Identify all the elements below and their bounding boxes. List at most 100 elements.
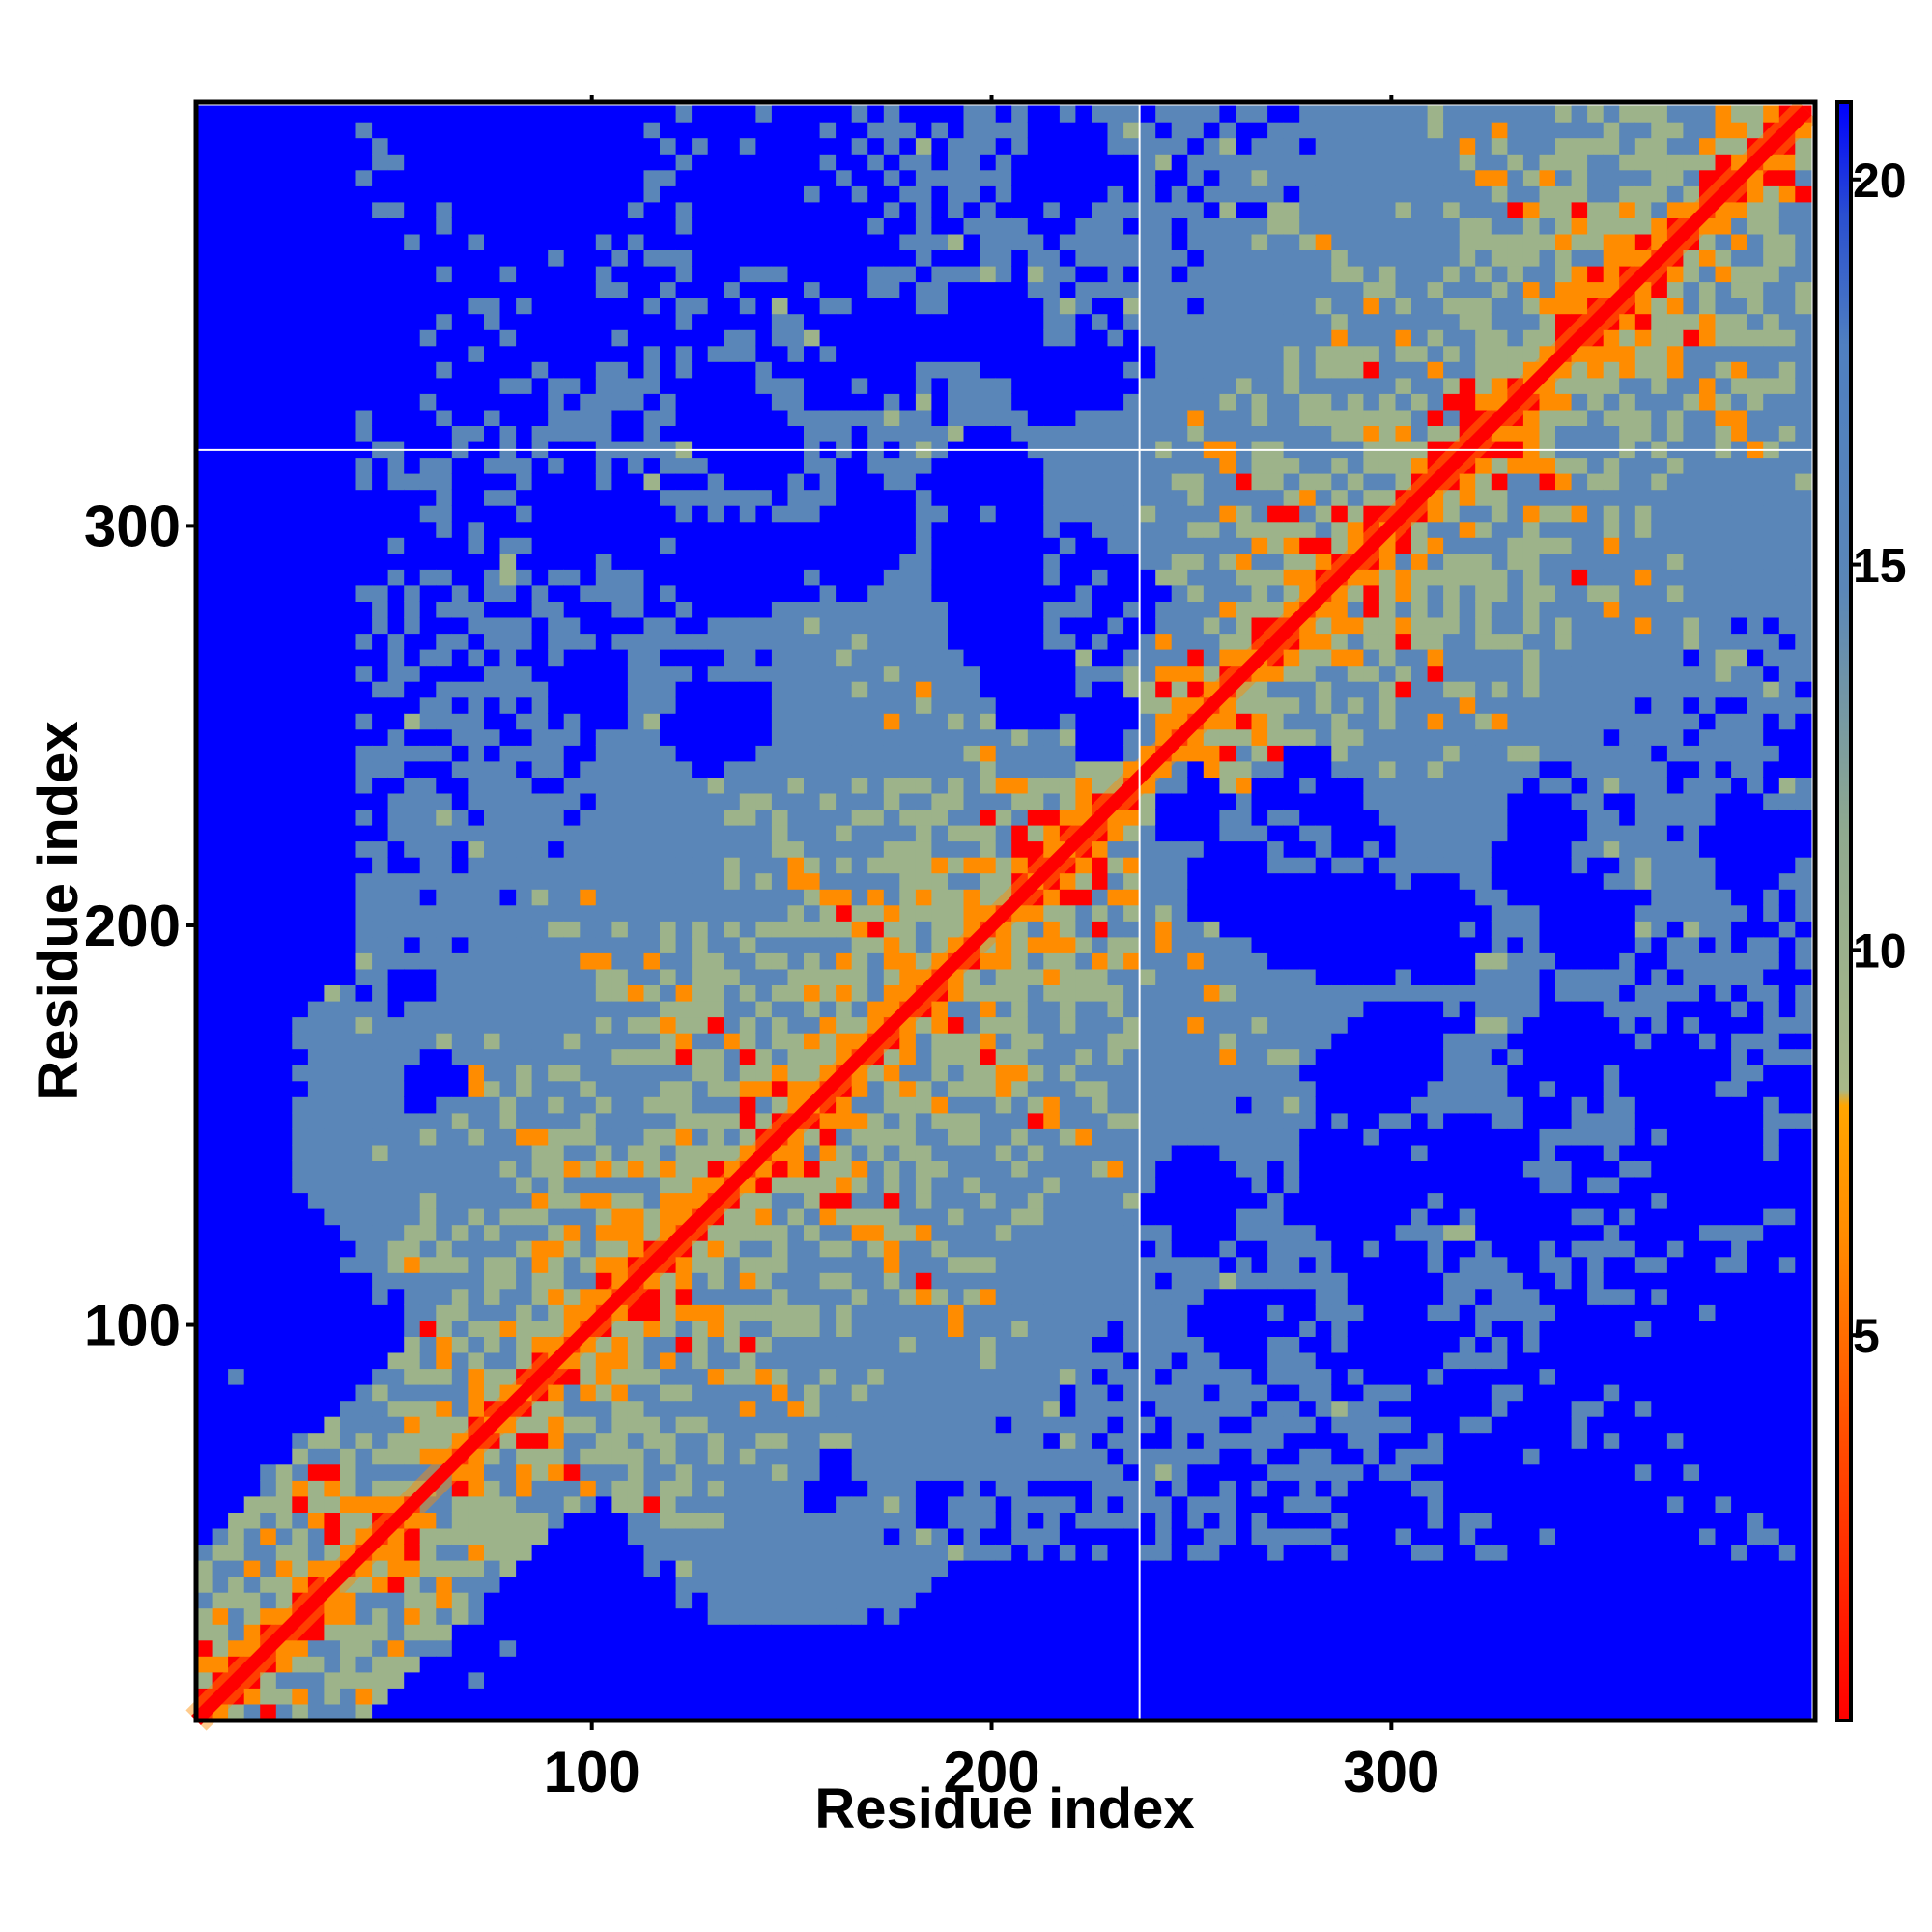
heatmap-cell <box>451 1688 469 1705</box>
heatmap-cell <box>228 1544 245 1561</box>
heatmap-cell <box>436 169 453 186</box>
heatmap-cell <box>275 1400 293 1417</box>
heatmap-cell <box>660 1624 677 1641</box>
heatmap-cell <box>243 665 261 682</box>
heatmap-cell <box>787 265 805 283</box>
heatmap-cell <box>499 1080 517 1097</box>
heatmap-cell <box>931 616 949 635</box>
heatmap-cell <box>451 265 469 283</box>
heatmap-cell <box>499 1320 517 1337</box>
heatmap-cell <box>627 1016 645 1034</box>
heatmap-cell <box>563 457 581 474</box>
heatmap-cell <box>867 1384 885 1402</box>
heatmap-cell <box>324 233 341 250</box>
heatmap-cell <box>243 345 261 362</box>
heatmap-cell <box>692 201 709 218</box>
heatmap-cell <box>739 137 756 155</box>
heatmap-cell <box>563 425 581 442</box>
heatmap-cell <box>804 1224 821 1241</box>
heatmap-cell <box>324 1144 341 1161</box>
heatmap-cell <box>212 489 229 506</box>
heatmap-cell <box>580 1688 597 1705</box>
heatmap-cell <box>899 185 917 203</box>
heatmap-cell <box>307 681 326 698</box>
heatmap-cell <box>196 857 213 874</box>
heatmap-cell <box>980 1703 997 1720</box>
heatmap-cell <box>260 1288 277 1305</box>
heatmap-cell <box>660 298 677 315</box>
heatmap-cell <box>771 1065 789 1082</box>
heatmap-cell <box>387 1336 405 1353</box>
heatmap-cell <box>419 968 437 985</box>
heatmap-cell <box>355 1703 373 1720</box>
heatmap-cell <box>804 1576 821 1593</box>
heatmap-cell <box>419 857 437 874</box>
heatmap-cell <box>419 201 437 218</box>
heatmap-cell <box>228 169 245 186</box>
heatmap-cell <box>963 1639 980 1657</box>
heatmap-cell <box>548 1576 565 1593</box>
heatmap-cell <box>931 1320 949 1337</box>
heatmap-cell <box>275 345 293 362</box>
heatmap-cell <box>948 1432 965 1449</box>
heatmap-cell <box>660 1448 677 1465</box>
heatmap-cell <box>883 1703 900 1720</box>
heatmap-cell <box>548 681 565 698</box>
heatmap-cell <box>212 201 229 218</box>
heatmap-cell <box>675 505 693 523</box>
heatmap-cell <box>707 489 724 506</box>
heatmap-cell <box>915 1495 933 1513</box>
heatmap-cell <box>499 777 517 794</box>
heatmap-cell <box>980 1351 997 1370</box>
heatmap-cell <box>675 425 693 442</box>
heatmap-cell <box>819 201 837 218</box>
heatmap-cell <box>660 1432 677 1449</box>
heatmap-cell <box>372 122 389 139</box>
heatmap-cell <box>836 1624 853 1641</box>
heatmap-cell <box>915 154 933 171</box>
heatmap-cell <box>867 681 885 698</box>
heatmap-cell <box>387 553 405 570</box>
heatmap-cell <box>739 1320 756 1337</box>
heatmap-cell <box>643 217 661 235</box>
heatmap-cell <box>836 1448 853 1465</box>
heatmap-cell <box>340 713 357 730</box>
heatmap-cell <box>595 584 612 602</box>
heatmap-cell <box>387 936 405 953</box>
heatmap-cell <box>883 169 900 186</box>
heatmap-cell <box>867 457 885 474</box>
heatmap-cell <box>292 393 309 411</box>
heatmap-cell <box>804 1384 821 1402</box>
heatmap-cell <box>228 1272 245 1290</box>
heatmap-cell <box>372 1304 389 1321</box>
heatmap-cell <box>548 201 565 218</box>
heatmap-cell <box>643 345 661 362</box>
heatmap-cell <box>771 1048 789 1065</box>
heatmap-cell <box>228 936 245 953</box>
heatmap-cell <box>915 1351 933 1370</box>
heatmap-cell <box>692 633 709 650</box>
heatmap-cell <box>851 809 868 826</box>
heatmap-cell <box>819 728 837 746</box>
heatmap-cell <box>355 1336 373 1353</box>
heatmap-cell <box>851 489 868 506</box>
heatmap-cell <box>563 329 581 347</box>
heatmap-cell <box>516 1416 533 1434</box>
heatmap-cell <box>836 1416 853 1434</box>
heatmap-cell <box>851 105 868 123</box>
heatmap-cell <box>372 1432 389 1449</box>
heatmap-cell <box>499 1288 517 1305</box>
heatmap-cell <box>324 809 341 826</box>
heatmap-cell <box>355 1688 373 1705</box>
heatmap-cell <box>819 1639 837 1657</box>
heatmap-cell <box>627 872 645 890</box>
heatmap-cell <box>243 1080 261 1097</box>
heatmap-cell <box>883 1384 900 1402</box>
heatmap-cell <box>451 584 469 602</box>
heatmap-cell <box>851 1080 868 1097</box>
heatmap-cell <box>355 122 373 139</box>
heatmap-cell <box>372 921 389 938</box>
heatmap-cell <box>531 1703 549 1720</box>
heatmap-cell <box>212 1639 229 1657</box>
heatmap-cell <box>836 457 853 474</box>
